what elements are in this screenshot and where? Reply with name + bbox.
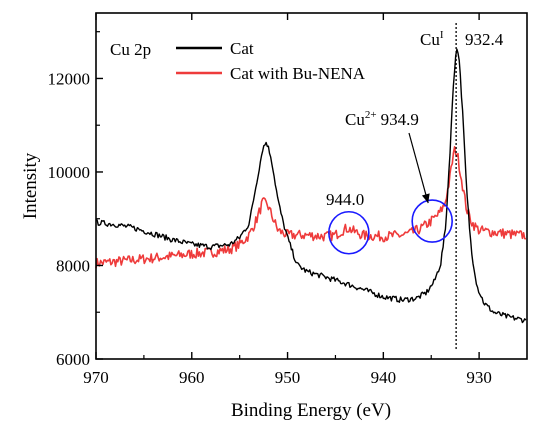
y-tick-label: 8000 — [56, 256, 90, 275]
x-tick-label: 970 — [83, 368, 109, 387]
panel-label: Cu 2p — [110, 40, 151, 59]
axis-layer: 970 960 950 940 930 6000 8000 10000 12000 — [48, 13, 492, 387]
series-line-cat — [96, 48, 527, 324]
highlight-circle-2 — [411, 199, 453, 243]
highlight-circle-1 — [328, 210, 370, 255]
plot-frame — [95, 12, 528, 360]
series-layer — [95, 48, 527, 324]
x-tick-label: 950 — [275, 368, 301, 387]
y-axis-label: Intensity — [20, 152, 41, 219]
y-tick-label: 6000 — [56, 350, 90, 369]
cu-two-arrowhead — [421, 193, 430, 204]
x-axis-label: Binding Energy (eV) — [231, 400, 391, 421]
y-tick-label: 10000 — [48, 163, 91, 182]
satellite-annotation: 944.0 — [326, 190, 364, 209]
x-tick-label: 960 — [179, 368, 205, 387]
cu-two-arrow — [408, 132, 429, 204]
cu-two-annotation: Cu2+ 934.9 — [345, 109, 419, 129]
legend-label-bu-nena: Cat with Bu-NENA — [230, 64, 366, 83]
series-line-cat-with-bu-nena — [95, 146, 527, 269]
cu-one-annotation: CuI 932.4 — [420, 29, 504, 49]
y-tick-label: 12000 — [48, 69, 91, 88]
x-tick-label: 930 — [466, 368, 492, 387]
x-tick-label: 940 — [371, 368, 397, 387]
legend-label-cat: Cat — [230, 39, 254, 58]
annotation-layer — [328, 23, 457, 351]
legend: Cat Cat with Bu-NENA — [176, 39, 366, 83]
